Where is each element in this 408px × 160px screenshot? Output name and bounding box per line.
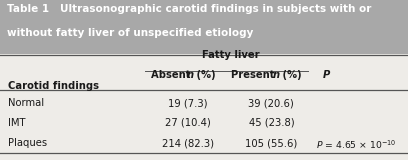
Text: $P$ = 4.65 × 10$^{-10}$: $P$ = 4.65 × 10$^{-10}$	[316, 138, 397, 151]
Text: Table 1   Ultrasonographic carotid findings in subjects with or: Table 1 Ultrasonographic carotid finding…	[7, 4, 372, 14]
Text: 45 (23.8): 45 (23.8)	[248, 118, 294, 128]
Text: without fatty liver of unspecified etiology: without fatty liver of unspecified etiol…	[7, 28, 254, 38]
Text: P: P	[322, 70, 330, 80]
Text: Absent: Absent	[151, 70, 194, 80]
Text: IMT: IMT	[8, 118, 26, 128]
Text: 39 (20.6): 39 (20.6)	[248, 98, 294, 108]
Text: (%): (%)	[193, 70, 216, 80]
Bar	[0, 54, 408, 160]
Text: 105 (55.6): 105 (55.6)	[245, 138, 297, 148]
Text: n: n	[187, 70, 194, 80]
Text: 214 (82.3): 214 (82.3)	[162, 138, 214, 148]
Text: (%): (%)	[279, 70, 301, 80]
Text: 19 (7.3): 19 (7.3)	[168, 98, 207, 108]
Text: Present: Present	[231, 70, 281, 80]
Text: Plaques: Plaques	[8, 138, 47, 148]
Text: Fatty liver: Fatty liver	[202, 50, 259, 60]
Text: n: n	[273, 70, 279, 80]
Text: 27 (10.4): 27 (10.4)	[165, 118, 211, 128]
Bar	[0, 0, 408, 54]
Text: Normal: Normal	[8, 98, 44, 108]
Text: Carotid findings: Carotid findings	[8, 81, 99, 91]
